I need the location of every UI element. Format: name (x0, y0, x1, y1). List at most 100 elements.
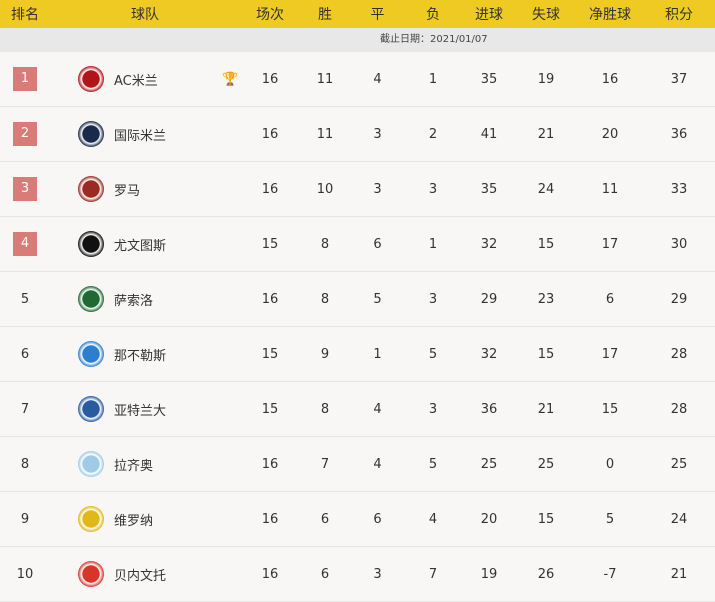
team-name[interactable]: 萨索洛 (114, 293, 154, 309)
team-cell[interactable]: AC米兰 🏆 (50, 66, 240, 92)
inter-logo-icon (78, 121, 104, 147)
rank-badge: 10 (16, 566, 34, 582)
rank-badge: 7 (20, 401, 30, 417)
team-cell[interactable]: 罗马 (50, 176, 240, 202)
goal-diff-cell: 16 (601, 71, 619, 87)
header-played: 场次 (256, 7, 284, 23)
wins-cell: 9 (320, 346, 330, 362)
goal-diff-cell: 15 (601, 401, 619, 417)
draws-cell: 3 (373, 126, 382, 142)
played-cell: 15 (261, 401, 279, 417)
goals-against-cell: 23 (537, 291, 555, 307)
played-cell: 16 (261, 456, 279, 472)
table-row[interactable]: 3 罗马 16 10 3 3 35 24 11 33 (0, 162, 715, 217)
team-name[interactable]: 罗马 (114, 183, 141, 199)
team-cell[interactable]: 国际米兰 (50, 121, 240, 147)
losses-cell: 5 (428, 456, 438, 472)
rank-cell: 1 (0, 67, 50, 91)
draws-cell: 6 (373, 511, 382, 527)
table-row[interactable]: 1 AC米兰 🏆 16 11 4 1 35 19 16 37 (0, 52, 715, 107)
header-losses: 负 (426, 7, 440, 23)
goals-for-cell: 32 (480, 346, 498, 362)
team-cell[interactable]: 尤文图斯 (50, 231, 240, 257)
draws-cell: 4 (373, 401, 382, 417)
goals-against-cell: 15 (537, 236, 555, 252)
losses-cell: 1 (428, 236, 438, 252)
goal-diff-cell: 11 (601, 181, 619, 197)
roma-logo-icon (78, 176, 104, 202)
points-cell: 29 (670, 291, 688, 307)
team-name[interactable]: 贝内文托 (114, 568, 167, 584)
draws-cell: 1 (373, 346, 382, 362)
wins-cell: 10 (316, 181, 334, 197)
losses-cell: 5 (428, 346, 438, 362)
points-cell: 25 (670, 456, 688, 472)
team-cell[interactable]: 贝内文托 (50, 561, 240, 587)
wins-cell: 11 (316, 71, 334, 87)
points-cell: 28 (670, 346, 688, 362)
goals-against-cell: 21 (537, 126, 555, 142)
team-name[interactable]: 拉齐奥 (114, 458, 154, 474)
goals-against-cell: 25 (537, 456, 555, 472)
team-name[interactable]: 那不勒斯 (114, 348, 167, 364)
losses-cell: 1 (428, 71, 438, 87)
rank-badge: 3 (13, 177, 37, 201)
wins-cell: 8 (320, 401, 330, 417)
table-row[interactable]: 5 萨索洛 16 8 5 3 29 23 6 29 (0, 272, 715, 327)
goals-for-cell: 41 (480, 126, 498, 142)
rank-cell: 10 (0, 567, 50, 582)
table-row[interactable]: 8 拉齐奥 16 7 4 5 25 25 0 25 (0, 437, 715, 492)
team-name[interactable]: AC米兰 (114, 73, 158, 89)
table-row[interactable]: 2 国际米兰 16 11 3 2 41 21 20 36 (0, 107, 715, 162)
draws-cell: 3 (373, 181, 382, 197)
points-cell: 37 (670, 71, 688, 87)
team-cell[interactable]: 维罗纳 (50, 506, 240, 532)
table-row[interactable]: 9 维罗纳 16 6 6 4 20 15 5 24 (0, 492, 715, 547)
losses-cell: 3 (428, 401, 438, 417)
header-goal-diff: 净胜球 (589, 7, 631, 23)
team-name[interactable]: 尤文图斯 (114, 238, 167, 254)
wins-cell: 7 (320, 456, 330, 472)
wins-cell: 8 (320, 291, 330, 307)
goals-against-cell: 15 (537, 346, 555, 362)
verona-logo-icon (78, 506, 104, 532)
rank-badge: 9 (20, 511, 30, 527)
points-cell: 36 (670, 126, 688, 142)
table-row[interactable]: 10 贝内文托 16 6 3 7 19 26 -7 21 (0, 547, 715, 602)
header-points: 积分 (665, 7, 693, 23)
team-cell[interactable]: 拉齐奥 (50, 451, 240, 477)
rank-cell: 5 (0, 292, 50, 307)
goal-diff-cell: 17 (601, 236, 619, 252)
header-goals-for: 进球 (475, 7, 503, 23)
rank-badge: 4 (13, 232, 37, 256)
napoli-logo-icon (78, 341, 104, 367)
rank-badge: 5 (20, 291, 30, 307)
played-cell: 16 (261, 126, 279, 142)
table-row[interactable]: 7 亚特兰大 15 8 4 3 36 21 15 28 (0, 382, 715, 437)
losses-cell: 7 (428, 566, 438, 582)
played-cell: 16 (261, 566, 279, 582)
goals-for-cell: 36 (480, 401, 498, 417)
table-row[interactable]: 4 尤文图斯 15 8 6 1 32 15 17 30 (0, 217, 715, 272)
team-cell[interactable]: 亚特兰大 (50, 396, 240, 422)
team-cell[interactable]: 那不勒斯 (50, 341, 240, 367)
trophy-icon: 🏆 (222, 71, 239, 87)
team-name[interactable]: 国际米兰 (114, 128, 167, 144)
rank-cell: 7 (0, 402, 50, 417)
goals-for-cell: 20 (480, 511, 498, 527)
juventus-logo-icon (78, 231, 104, 257)
draws-cell: 6 (373, 236, 382, 252)
played-cell: 16 (261, 71, 279, 87)
team-name[interactable]: 亚特兰大 (114, 403, 167, 419)
goals-against-cell: 21 (537, 401, 555, 417)
team-cell[interactable]: 萨索洛 (50, 286, 240, 312)
played-cell: 16 (261, 181, 279, 197)
rank-cell: 8 (0, 457, 50, 472)
header-wins: 胜 (318, 7, 332, 23)
goals-against-cell: 15 (537, 511, 555, 527)
team-name[interactable]: 维罗纳 (114, 513, 154, 529)
wins-cell: 6 (320, 511, 330, 527)
goal-diff-cell: 6 (605, 291, 615, 307)
header-goals-against: 失球 (532, 7, 560, 23)
table-row[interactable]: 6 那不勒斯 15 9 1 5 32 15 17 28 (0, 327, 715, 382)
